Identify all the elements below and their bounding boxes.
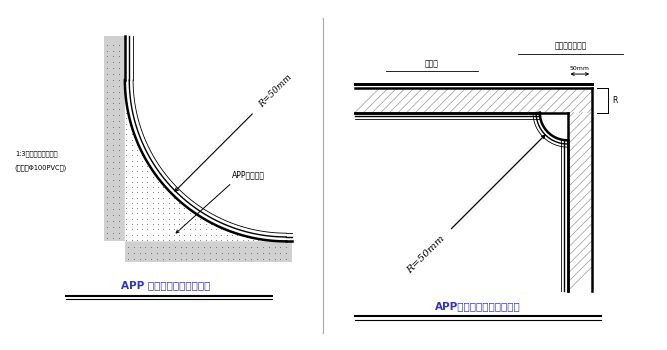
Text: R: R: [612, 96, 618, 105]
Text: 此部分用砂浆抹: 此部分用砂浆抹: [554, 41, 587, 50]
Bar: [125, 241, 292, 262]
Text: APP防水卷材: APP防水卷材: [232, 171, 265, 180]
Text: APP 防水卷材基层阴角半径: APP 防水卷材基层阴角半径: [121, 280, 211, 290]
Text: (用直径Φ100PVC管): (用直径Φ100PVC管): [15, 165, 67, 171]
Polygon shape: [125, 80, 286, 242]
Text: 50mm: 50mm: [570, 66, 590, 71]
Text: 防水层: 防水层: [425, 60, 439, 68]
Text: R=50mm: R=50mm: [257, 72, 294, 109]
Text: 1:3水泥砂浆压实抹光: 1:3水泥砂浆压实抹光: [15, 150, 57, 157]
Text: APP防水卷材基层阳角半径: APP防水卷材基层阳角半径: [436, 302, 521, 312]
Text: R=50mm: R=50mm: [405, 234, 446, 275]
Bar: [104, 36, 125, 242]
